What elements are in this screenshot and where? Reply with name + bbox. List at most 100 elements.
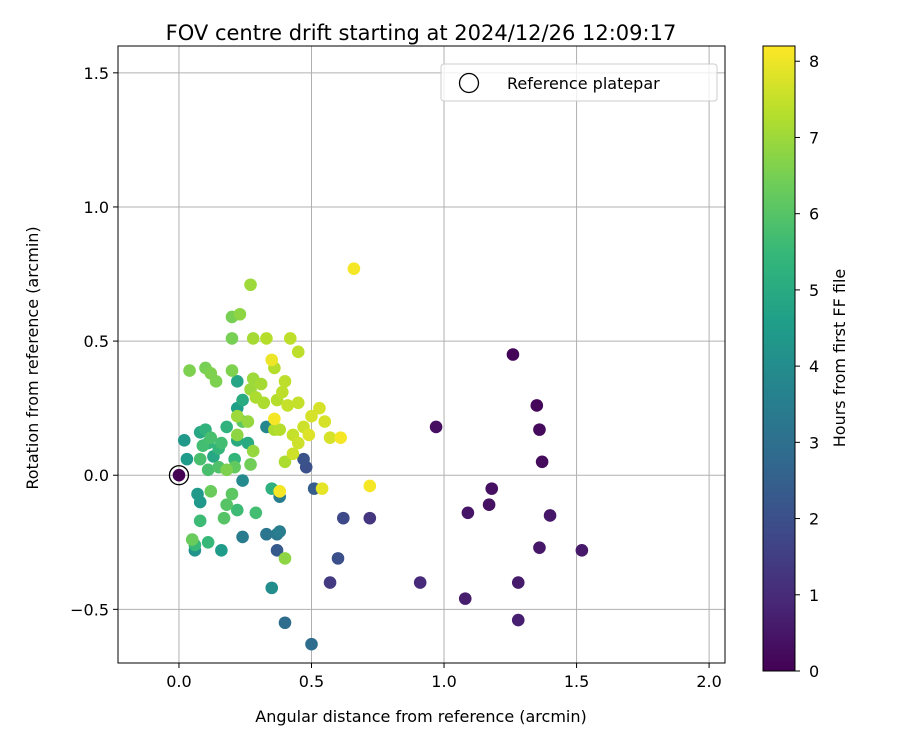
data-point — [201, 463, 215, 477]
data-points — [172, 262, 589, 651]
data-point — [315, 482, 329, 495]
data-point — [458, 592, 472, 605]
data-point — [217, 511, 231, 525]
data-point — [273, 423, 286, 436]
data-point — [291, 436, 305, 450]
data-point — [278, 616, 292, 630]
data-point — [575, 544, 589, 557]
x-tick-label: 0.5 — [299, 672, 324, 691]
colorbar-tick-label: 6 — [809, 205, 819, 224]
chart-title: FOV centre drift starting at 2024/12/26 … — [166, 21, 677, 45]
data-point — [244, 458, 257, 471]
data-point — [283, 332, 297, 345]
colorbar-frame — [762, 45, 796, 672]
data-point — [297, 452, 310, 466]
data-point — [323, 576, 337, 589]
data-point — [220, 498, 233, 512]
data-point — [363, 479, 377, 493]
x-tick-label: 1.5 — [564, 672, 589, 691]
colorbar-label: Hours from first FF file — [830, 269, 849, 448]
colorbar-tick-label: 8 — [809, 52, 819, 71]
colorbar-gradient — [763, 46, 795, 671]
colorbar-tick-label: 7 — [809, 128, 819, 147]
data-point — [236, 530, 249, 544]
y-axis-ticks: −0.5 0.0 0.5 1.0 1.5 — [70, 64, 118, 619]
legend: Reference platepar — [440, 63, 718, 102]
data-point — [204, 485, 218, 498]
data-point — [331, 552, 345, 565]
data-point — [337, 511, 350, 525]
colorbar-tick-label: 5 — [809, 281, 819, 300]
x-axis-label: Angular distance from reference (arcmin) — [255, 707, 586, 726]
data-point — [268, 412, 281, 426]
data-point — [257, 396, 271, 410]
colorbar-tick-label: 0 — [809, 662, 819, 681]
data-point — [201, 535, 215, 549]
x-tick-label: 0.0 — [166, 672, 191, 691]
colorbar-tick-label: 4 — [809, 357, 819, 376]
data-point — [230, 428, 244, 442]
colorbar-tick-label: 3 — [809, 433, 819, 452]
data-point — [172, 468, 186, 482]
data-point — [215, 436, 228, 450]
data-point — [318, 415, 332, 428]
x-axis-ticks: 0.0 0.5 1.0 1.5 2.0 — [166, 663, 722, 691]
legend-marker-open-circle — [458, 72, 480, 94]
data-point — [185, 533, 199, 546]
data-point — [291, 345, 305, 359]
y-tick-label: 1.5 — [84, 64, 109, 83]
grid — [118, 46, 725, 663]
data-point — [225, 332, 239, 345]
data-point — [193, 514, 207, 528]
y-tick-label: 1.0 — [84, 198, 109, 217]
legend-box — [440, 63, 718, 102]
data-point — [302, 428, 316, 442]
data-point — [278, 375, 292, 388]
data-point — [429, 420, 443, 434]
data-point — [323, 431, 337, 444]
data-point — [265, 581, 279, 595]
data-point — [278, 552, 292, 565]
colorbar-tick-label: 1 — [809, 586, 819, 605]
data-point — [281, 399, 294, 412]
data-point — [286, 447, 300, 461]
data-point — [506, 348, 520, 361]
data-point — [177, 434, 191, 447]
data-point — [461, 506, 475, 520]
data-point — [236, 393, 249, 407]
data-point — [482, 498, 496, 512]
data-point — [225, 364, 239, 377]
data-point — [260, 527, 273, 541]
data-point — [313, 401, 326, 415]
data-point — [233, 307, 247, 321]
data-point — [196, 439, 210, 453]
data-point — [347, 262, 361, 275]
data-point — [220, 420, 233, 434]
data-point — [533, 423, 546, 436]
data-point — [305, 637, 318, 651]
data-point — [193, 452, 207, 466]
data-point — [511, 576, 525, 589]
data-point — [413, 576, 427, 589]
data-point — [334, 431, 347, 444]
data-point — [276, 385, 289, 399]
data-point — [485, 482, 499, 495]
data-point — [533, 541, 546, 554]
data-point — [260, 332, 273, 345]
data-point — [363, 511, 377, 525]
legend-entry-label: Reference platepar — [507, 74, 660, 93]
data-point — [236, 474, 249, 487]
data-point — [305, 409, 318, 423]
data-point — [180, 452, 194, 466]
data-point — [254, 377, 268, 391]
data-point — [241, 415, 255, 428]
data-point — [291, 396, 305, 410]
data-point — [273, 525, 286, 538]
y-axis-label: Rotation from reference (arcmin) — [23, 226, 42, 489]
y-tick-label: 0.5 — [84, 332, 109, 351]
x-tick-label: 1.0 — [431, 672, 456, 691]
data-point — [230, 503, 244, 517]
data-point — [511, 613, 525, 627]
data-point — [270, 544, 284, 557]
